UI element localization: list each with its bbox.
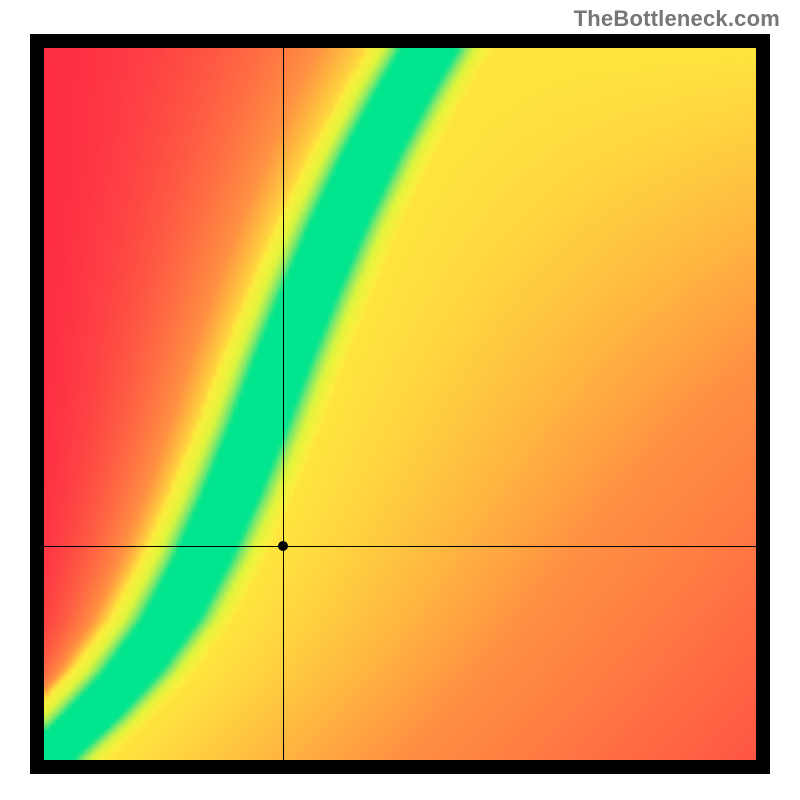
crosshair-horizontal: [44, 546, 756, 547]
bottleneck-heatmap: [44, 48, 756, 760]
plot-frame: [30, 34, 770, 774]
watermark-text: TheBottleneck.com: [574, 6, 780, 32]
crosshair-vertical: [283, 48, 284, 760]
selection-marker-dot: [278, 541, 288, 551]
